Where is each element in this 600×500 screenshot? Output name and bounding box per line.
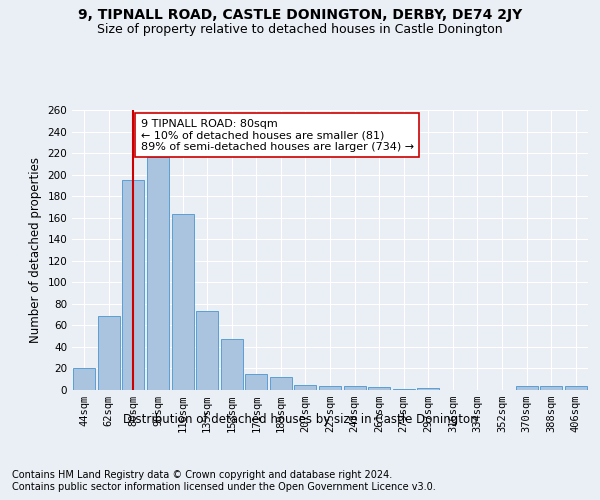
- Bar: [147, 158, 169, 390]
- Bar: [196, 312, 218, 390]
- Bar: [98, 316, 120, 390]
- Text: Size of property relative to detached houses in Castle Donington: Size of property relative to detached ho…: [97, 22, 503, 36]
- Y-axis label: Number of detached properties: Number of detached properties: [29, 157, 42, 343]
- Bar: [368, 387, 390, 390]
- Text: 9, TIPNALL ROAD, CASTLE DONINGTON, DERBY, DE74 2JY: 9, TIPNALL ROAD, CASTLE DONINGTON, DERBY…: [78, 8, 522, 22]
- Bar: [172, 214, 194, 390]
- Bar: [565, 386, 587, 390]
- Bar: [122, 180, 145, 390]
- Text: Contains public sector information licensed under the Open Government Licence v3: Contains public sector information licen…: [12, 482, 436, 492]
- Bar: [540, 386, 562, 390]
- Text: 9 TIPNALL ROAD: 80sqm
← 10% of detached houses are smaller (81)
89% of semi-deta: 9 TIPNALL ROAD: 80sqm ← 10% of detached …: [141, 118, 414, 152]
- Bar: [73, 368, 95, 390]
- Bar: [270, 377, 292, 390]
- Bar: [344, 386, 365, 390]
- Bar: [245, 374, 268, 390]
- Bar: [221, 340, 243, 390]
- Bar: [295, 384, 316, 390]
- Bar: [319, 386, 341, 390]
- Bar: [417, 388, 439, 390]
- Text: Contains HM Land Registry data © Crown copyright and database right 2024.: Contains HM Land Registry data © Crown c…: [12, 470, 392, 480]
- Bar: [515, 386, 538, 390]
- Text: Distribution of detached houses by size in Castle Donington: Distribution of detached houses by size …: [122, 412, 478, 426]
- Bar: [392, 389, 415, 390]
